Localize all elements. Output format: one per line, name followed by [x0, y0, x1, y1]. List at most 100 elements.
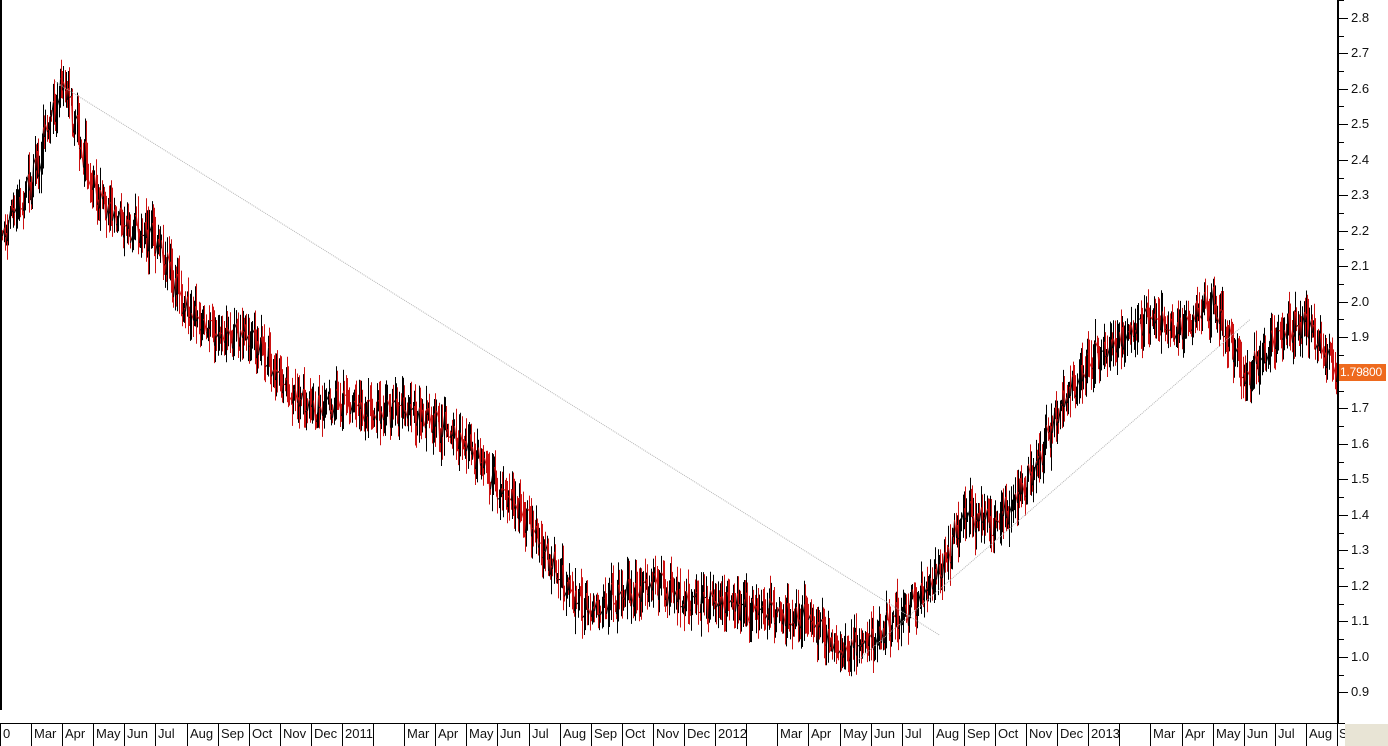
time-axis-cell: Dec [311, 724, 342, 746]
price-tick-major [1339, 124, 1348, 125]
price-tick-major [1339, 621, 1348, 622]
price-tick-major [1339, 160, 1348, 161]
time-axis-cell: Sep [218, 724, 249, 746]
price-tick-label: 2.0 [1351, 293, 1370, 309]
corner-top-border [1337, 723, 1345, 724]
axis-corner: S [1337, 710, 1388, 746]
time-axis-cell: 2011 [342, 724, 373, 746]
time-axis-cell: 0 [0, 724, 31, 746]
price-axis[interactable]: 2.8 2.7 2.6 2.5 2.4 2.3 2.2 2.1 2.0 1.9 1.7 1.6 1.5 1… [1337, 0, 1388, 711]
time-axis-cell [746, 724, 777, 746]
time-axis-cell: Jul [1275, 724, 1306, 746]
corner-fill-block [1345, 724, 1388, 746]
price-tick-minor [1339, 426, 1344, 427]
price-tick-minor [1339, 568, 1344, 569]
ohlc-series-canvas [0, 59, 1337, 677]
price-tick-label: 1.5 [1351, 471, 1370, 487]
price-tick-major [1339, 586, 1348, 587]
price-tick-label: 2.3 [1351, 187, 1370, 203]
current-price-badge[interactable]: 1.79800 [1339, 364, 1386, 382]
price-tick-major [1339, 337, 1348, 338]
price-tick-minor [1339, 604, 1344, 605]
time-axis-cell: Oct [622, 724, 653, 746]
plot-left-border [0, 0, 2, 710]
time-axis-cell: Jul [155, 724, 186, 746]
price-tick-label: 1.6 [1351, 435, 1370, 451]
time-axis-cell: Aug [560, 724, 591, 746]
time-axis-cell: Nov [653, 724, 684, 746]
price-tick-major [1339, 550, 1348, 551]
time-axis-cell: May [840, 724, 871, 746]
price-tick-label: 1.2 [1351, 577, 1370, 593]
time-axis-cell: 2013 [1088, 724, 1119, 746]
price-tick-label: 2.5 [1351, 116, 1370, 132]
price-tick-minor [1339, 0, 1344, 1]
price-tick-major [1339, 515, 1348, 516]
price-tick-label: 2.7 [1351, 45, 1370, 61]
time-axis-cell [373, 724, 404, 746]
price-tick-minor [1339, 639, 1344, 640]
price-tick-label: 1.4 [1351, 506, 1370, 522]
corner-axis-line [1337, 710, 1339, 724]
price-tick-label: 2.4 [1351, 151, 1370, 167]
price-tick-minor [1339, 355, 1344, 356]
time-axis-cell: Mar [777, 724, 808, 746]
time-axis-cell: Dec [1057, 724, 1088, 746]
time-axis-cell: Nov [280, 724, 311, 746]
price-tick-major [1339, 195, 1348, 196]
time-axis-cell: Jun [124, 724, 155, 746]
price-tick-minor [1339, 178, 1344, 179]
time-axis-cell: Jun [1244, 724, 1275, 746]
time-axis-cell: Mar [404, 724, 435, 746]
price-tick-minor [1339, 249, 1344, 250]
price-tick-major [1339, 266, 1348, 267]
price-tick-minor [1339, 319, 1344, 320]
time-axis-cell: Apr [1182, 724, 1213, 746]
time-axis-top-border [0, 723, 1337, 724]
time-axis-cell: Apr [62, 724, 93, 746]
price-tick-major [1339, 692, 1348, 693]
price-tick-major [1339, 53, 1348, 54]
time-axis-cell: May [466, 724, 497, 746]
time-axis-cell: Aug [933, 724, 964, 746]
time-axis[interactable]: 0 Mar Apr May Jun Jul Aug Sep Oct Nov Dec 2011 Mar Ap… [0, 710, 1337, 746]
time-axis-cell: Jun [497, 724, 528, 746]
price-tick-label: 2.2 [1351, 222, 1370, 238]
price-tick-major [1339, 479, 1348, 480]
time-axis-cell: Oct [249, 724, 280, 746]
trendline-descending-resistance[interactable] [54, 81, 941, 636]
price-tick-minor [1339, 675, 1344, 676]
price-tick-label: 2.1 [1351, 258, 1370, 274]
price-axis-line [1337, 0, 1339, 710]
price-tick-major [1339, 231, 1348, 232]
price-tick-minor [1339, 533, 1344, 534]
price-tick-minor [1339, 462, 1344, 463]
time-axis-cell-last: S [1337, 724, 1346, 746]
price-tick-minor [1339, 284, 1344, 285]
price-tick-minor [1339, 71, 1344, 72]
price-tick-major [1339, 18, 1348, 19]
price-chart-plot-area[interactable] [0, 0, 1337, 710]
price-tick-major [1339, 657, 1348, 658]
time-axis-cell: Nov [1026, 724, 1057, 746]
price-tick-minor [1339, 142, 1344, 143]
ohlc-bars [0, 59, 1337, 677]
price-tick-minor [1339, 36, 1344, 37]
time-axis-cell: May [1213, 724, 1244, 746]
time-axis-cell: Aug [1306, 724, 1337, 746]
price-tick-major [1339, 444, 1348, 445]
price-tick-minor [1339, 391, 1344, 392]
time-axis-cell: Oct [995, 724, 1026, 746]
price-tick-label: 1.1 [1351, 613, 1370, 629]
time-axis-cell: May [93, 724, 124, 746]
time-axis-cell: Mar [1150, 724, 1181, 746]
time-axis-cell: Apr [808, 724, 839, 746]
price-tick-label: 2.8 [1351, 9, 1370, 25]
price-tick-label: 1.9 [1351, 329, 1370, 345]
price-tick-minor [1339, 213, 1344, 214]
price-tick-label: 0.9 [1351, 684, 1370, 700]
price-tick-minor [1339, 106, 1344, 107]
time-axis-cell: Dec [684, 724, 715, 746]
trendline-ascending-support[interactable] [857, 319, 1251, 661]
price-tick-minor [1339, 497, 1344, 498]
